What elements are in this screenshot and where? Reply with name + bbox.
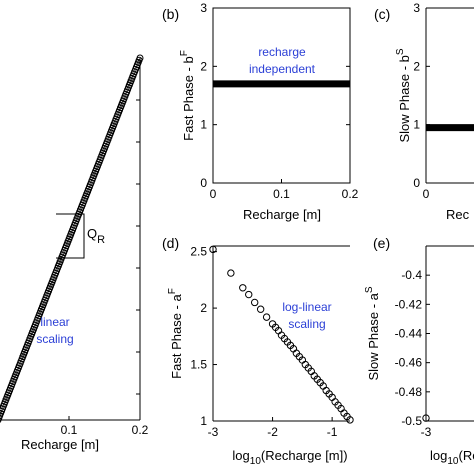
panel-b-ytick-label: 2 [200,59,207,73]
panel-e-ytick-label: -0.42 [395,297,423,311]
panel-d-xtick-label: -2 [267,425,278,439]
panel-d-annotation-loglinear: log-linear [282,300,331,314]
panel-a-annotation-scaling: scaling [36,332,73,346]
panel-c-ytick-label: 2 [413,59,420,73]
panel-a-xlabel: Recharge [m] [21,437,99,452]
panel-b-annotation-recharge: recharge [258,45,306,59]
panel-d-point [227,269,235,277]
panel-d-ylabel: Fast Phase - aF [167,288,184,379]
panel-b-ytick-label: 0 [200,176,207,190]
panel-d-point [346,416,354,424]
panel-b-xlabel: Recharge [m] [243,207,321,222]
panel-c-label: (c) [374,6,390,22]
panel-d-ytick-label: 1.5 [190,358,207,372]
panel-d-annotation-scaling: scaling [288,317,325,331]
panel-d-xtick-label: -3 [208,425,219,439]
panel-d-point [256,305,265,313]
panel-d-point [239,284,247,292]
panel-b-xtick-label: 0 [210,187,217,201]
panel-c-ytick-label: 3 [413,1,420,15]
panel-d-ytick-label: 1 [200,414,207,428]
panel-e-xlabel: log10(Re [430,448,474,467]
panel-e-xtick-label: -3 [421,425,432,439]
panel-d-point [250,298,259,307]
panel-b-ytick-label: 1 [200,118,207,132]
panel-c-ytick-label: 0 [413,176,420,190]
panel-d-ytick-label: 2.5 [190,245,207,259]
panel-d-xtick-label: -1 [327,425,338,439]
panel-d-xlabel: log10(Recharge [m]) [232,448,347,467]
panel-b-frame [212,7,351,184]
panel-e-ytick-label: -0.4 [401,268,422,282]
panel-e-ylabel: Slow Phase - aS [364,286,381,380]
panel-e-ytick-label: -0.44 [395,327,423,341]
panel-e-point [422,414,430,422]
panel-d-point [209,245,217,254]
panel-b-label: (b) [162,6,179,22]
panel-c-xlabel: Rec [446,207,470,222]
panel-d-ytick-label: 2 [200,301,207,315]
panel-b-xtick-label: 0.2 [342,187,359,201]
panel-a-qr-label: QR [87,226,105,246]
panel-e-ytick-label: -0.46 [395,356,423,370]
panel-d-point [262,313,271,321]
panel-e-label: (e) [373,235,390,251]
panel-c-ylabel: Slow Phase - bS [395,48,412,142]
panel-b-annotation-independent: independent [249,62,316,76]
panel-b-ytick-label: 3 [200,1,207,15]
panel-b-xtick-label: 0.1 [273,187,290,201]
panel-c-ytick-label: 1 [413,118,420,132]
panel-e-ytick-label: -0.48 [395,385,423,399]
panel-e-ytick-label: -0.5 [401,414,422,428]
panel-a-xtick-label: 0.2 [132,423,149,437]
panel-b-ylabel: Fast Phase - bF [179,50,196,141]
panel-c-xtick-label: 0 [423,187,430,201]
panel-a-annotation-linear: linear [40,315,69,329]
panel-a-slope-triangle [56,213,85,259]
panel-d-label: (d) [162,235,179,251]
panel-a-xtick-label: 0.1 [61,423,78,437]
panel-d-point [245,290,253,299]
panel-a-point [136,54,144,62]
